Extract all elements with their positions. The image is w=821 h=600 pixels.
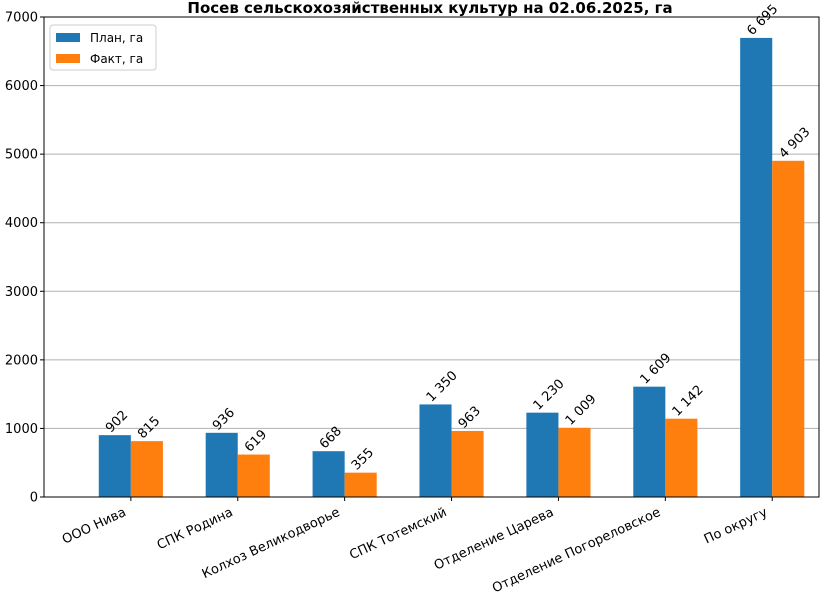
bar-0-3	[419, 404, 452, 497]
data-label-1-1: 619	[242, 427, 270, 455]
legend-swatch-1	[56, 54, 80, 63]
bar-1-3	[451, 430, 484, 497]
bar-0-0	[98, 435, 131, 497]
x-tick-label-3: СПК Тотемский	[347, 505, 449, 563]
plot-area-frame	[43, 16, 820, 498]
bar-0-4	[526, 412, 559, 497]
legend-swatch-0	[56, 33, 80, 42]
y-tick-label-0: 0	[30, 491, 38, 506]
bar-1-6	[772, 160, 805, 497]
y-tick-label-4: 4000	[5, 216, 38, 231]
data-label-0-5: 1 609	[638, 351, 675, 388]
y-tick-label-6: 6000	[5, 79, 38, 94]
y-tick-label-1: 1000	[5, 422, 38, 437]
bar-0-1	[205, 432, 238, 497]
bar-0-6	[740, 37, 773, 498]
bar-0-2	[312, 451, 345, 497]
y-tick-label-5: 5000	[5, 148, 38, 163]
data-label-0-3: 1 350	[424, 368, 461, 405]
data-label-1-5: 1 142	[670, 383, 707, 420]
data-label-0-4: 1 230	[531, 377, 568, 414]
bar-1-5	[665, 418, 698, 497]
bar-1-2	[344, 472, 377, 497]
data-label-1-2: 355	[349, 445, 377, 473]
legend-label-0: План, га	[90, 31, 143, 45]
data-label-0-0: 902	[103, 408, 131, 436]
data-label-0-6: 6 695	[744, 2, 781, 39]
bar-0-5	[633, 386, 666, 497]
data-label-1-6: 4 903	[776, 125, 813, 162]
x-tick-label-5: Отделение Погореловское	[490, 505, 663, 596]
bar-1-0	[130, 441, 163, 497]
y-tick-label-2: 2000	[5, 353, 38, 368]
data-label-0-1: 936	[210, 405, 238, 433]
bar-1-1	[237, 454, 270, 497]
grid-lines	[44, 85, 819, 429]
legend-label-1: Факт, га	[90, 52, 143, 66]
x-tick-label-0: ООО Нива	[60, 505, 129, 548]
x-tick-label-6: По округу	[702, 505, 770, 548]
data-label-1-3: 963	[456, 404, 484, 432]
y-tick-label-7: 7000	[5, 11, 38, 26]
chart-title: Посев сельскохозяйственных культур на 02…	[187, 0, 672, 17]
data-label-1-4: 1 009	[563, 392, 600, 429]
y-tick-label-3: 3000	[5, 285, 38, 300]
x-tick-label-1: СПК Родина	[155, 505, 236, 553]
legend: План, га Факт, га	[49, 24, 157, 71]
y-axis: 0 1000 2000 3000 4000 5000 6000 7000	[5, 11, 44, 506]
bars	[98, 37, 805, 498]
bar-1-4	[558, 427, 591, 497]
data-label-1-0: 815	[135, 414, 163, 442]
